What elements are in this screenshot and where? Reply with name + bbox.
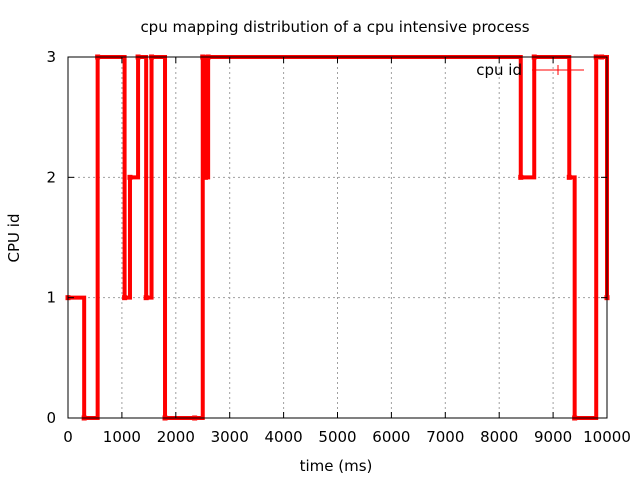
x-tick-label: 3000 bbox=[211, 428, 249, 446]
grid-lines bbox=[68, 57, 607, 418]
tick-labels: 0 1000 2000 3000 4000 5000 6000 7000 8000 9000 100… bbox=[46, 48, 630, 446]
y-axis-label: CPU id bbox=[5, 214, 23, 263]
y-tick-label: 2 bbox=[46, 168, 56, 186]
chart-title: cpu mapping distribution of a cpu intens… bbox=[140, 18, 529, 36]
x-tick-label: 5000 bbox=[318, 428, 356, 446]
y-tick-label: 3 bbox=[46, 48, 56, 66]
data-point bbox=[143, 295, 149, 301]
x-tick-label: 2000 bbox=[157, 428, 195, 446]
y-tick-label: 0 bbox=[46, 409, 56, 427]
data-point bbox=[122, 295, 128, 301]
x-tick-label: 4000 bbox=[265, 428, 303, 446]
legend: cpu id bbox=[476, 61, 584, 79]
data-point bbox=[202, 174, 208, 180]
y-tick-label: 1 bbox=[46, 289, 56, 307]
data-point bbox=[518, 174, 524, 180]
x-tick-label: 10000 bbox=[583, 428, 631, 446]
x-tick-label: 0 bbox=[63, 428, 73, 446]
x-axis-label: time (ms) bbox=[300, 457, 373, 475]
x-tick-label: 1000 bbox=[103, 428, 141, 446]
data-point bbox=[566, 174, 572, 180]
x-tick-label: 8000 bbox=[480, 428, 518, 446]
plot-frame bbox=[67, 56, 608, 419]
x-tick-label: 9000 bbox=[534, 428, 572, 446]
data-point bbox=[127, 174, 133, 180]
legend-label: cpu id bbox=[476, 61, 522, 79]
x-tick-label: 7000 bbox=[426, 428, 464, 446]
x-tick-label: 6000 bbox=[372, 428, 410, 446]
